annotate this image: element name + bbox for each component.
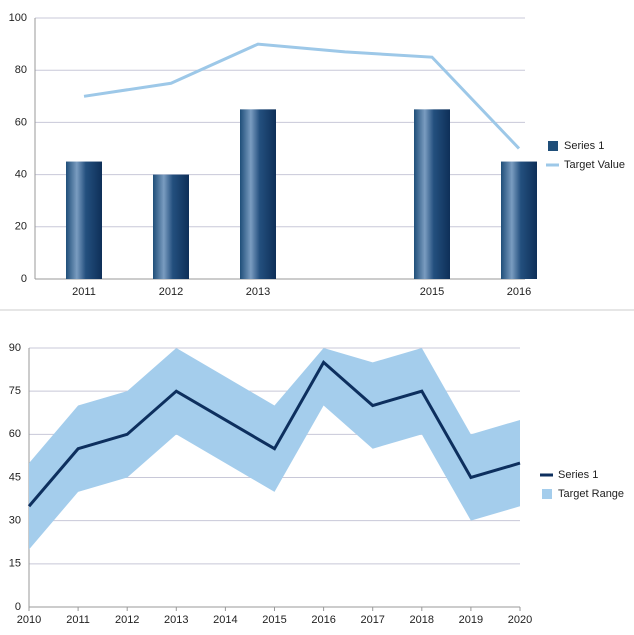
legend-label: Target Range — [558, 488, 624, 500]
y-tick-label: 80 — [15, 64, 27, 76]
x-tick-label: 2013 — [246, 286, 270, 298]
x-tick-label: 2016 — [311, 614, 335, 626]
legend-label: Series 1 — [564, 140, 604, 152]
legend-label: Series 1 — [558, 469, 598, 481]
x-tick-label: 2018 — [410, 614, 434, 626]
x-tick-label: 2014 — [213, 614, 237, 626]
bar — [240, 109, 276, 279]
y-tick-label: 15 — [9, 558, 21, 570]
x-tick-label: 2020 — [508, 614, 532, 626]
x-tick-label: 2011 — [72, 286, 96, 298]
y-tick-label: 90 — [9, 342, 21, 354]
y-tick-label: 20 — [15, 221, 27, 233]
bar — [414, 109, 450, 279]
x-tick-label: 2016 — [507, 286, 531, 298]
bar — [66, 161, 102, 279]
x-tick-label: 2015 — [420, 286, 444, 298]
y-tick-label: 0 — [21, 273, 27, 285]
y-tick-label: 100 — [9, 12, 27, 24]
bar — [501, 161, 537, 279]
legend-label: Target Value — [564, 159, 625, 171]
y-tick-label: 75 — [9, 385, 21, 397]
x-tick-label: 2010 — [17, 614, 41, 626]
y-tick-label: 30 — [9, 515, 21, 527]
y-tick-label: 45 — [9, 471, 21, 483]
x-tick-label: 2013 — [164, 614, 188, 626]
x-tick-label: 2019 — [459, 614, 483, 626]
y-tick-label: 60 — [9, 428, 21, 440]
x-tick-label: 2012 — [159, 286, 183, 298]
x-tick-label: 2012 — [115, 614, 139, 626]
line — [83, 42, 521, 150]
y-tick-label: 0 — [15, 601, 21, 613]
x-tick-label: 2015 — [262, 614, 286, 626]
legend-swatch — [542, 489, 552, 499]
x-tick-label: 2017 — [360, 614, 384, 626]
x-tick-label: 2011 — [66, 614, 90, 626]
bar — [153, 174, 189, 279]
line — [27, 360, 521, 508]
y-tick-label: 40 — [15, 169, 27, 181]
y-tick-label: 60 — [15, 116, 27, 128]
legend-swatch — [548, 141, 558, 151]
